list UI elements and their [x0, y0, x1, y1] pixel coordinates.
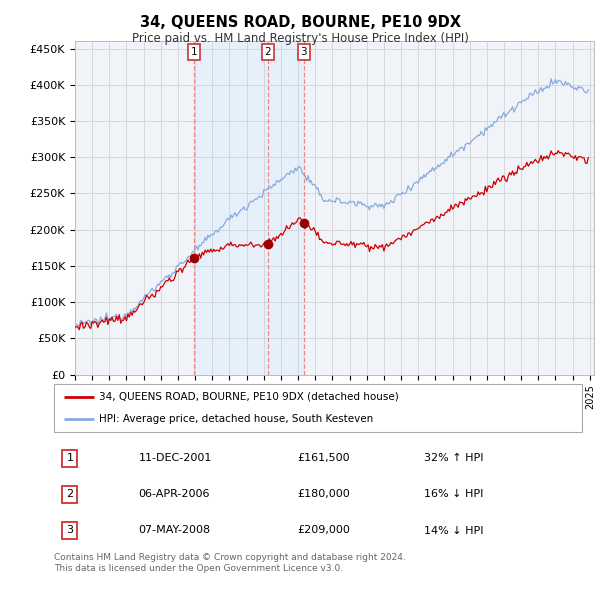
Text: 2: 2 [265, 47, 271, 57]
Text: Price paid vs. HM Land Registry's House Price Index (HPI): Price paid vs. HM Land Registry's House … [131, 32, 469, 45]
Text: £180,000: £180,000 [297, 490, 350, 500]
Text: 34, QUEENS ROAD, BOURNE, PE10 9DX: 34, QUEENS ROAD, BOURNE, PE10 9DX [139, 15, 461, 30]
Text: 3: 3 [67, 526, 73, 536]
Text: £209,000: £209,000 [297, 526, 350, 536]
Text: 16% ↓ HPI: 16% ↓ HPI [424, 490, 483, 500]
Text: 1: 1 [190, 47, 197, 57]
Bar [194, 41, 304, 375]
Text: Contains HM Land Registry data © Crown copyright and database right 2024.
This d: Contains HM Land Registry data © Crown c… [54, 553, 406, 573]
Text: 34, QUEENS ROAD, BOURNE, PE10 9DX (detached house): 34, QUEENS ROAD, BOURNE, PE10 9DX (detac… [99, 392, 398, 402]
Text: 3: 3 [301, 47, 307, 57]
Text: HPI: Average price, detached house, South Kesteven: HPI: Average price, detached house, Sout… [99, 414, 373, 424]
FancyBboxPatch shape [54, 384, 582, 432]
Text: £161,500: £161,500 [297, 454, 350, 463]
Text: 2: 2 [66, 490, 73, 500]
Text: 32% ↑ HPI: 32% ↑ HPI [424, 454, 483, 463]
Text: 14% ↓ HPI: 14% ↓ HPI [424, 526, 483, 536]
Text: 11-DEC-2001: 11-DEC-2001 [139, 454, 212, 463]
Text: 07-MAY-2008: 07-MAY-2008 [139, 526, 211, 536]
Text: 1: 1 [67, 454, 73, 463]
Text: 06-APR-2006: 06-APR-2006 [139, 490, 210, 500]
